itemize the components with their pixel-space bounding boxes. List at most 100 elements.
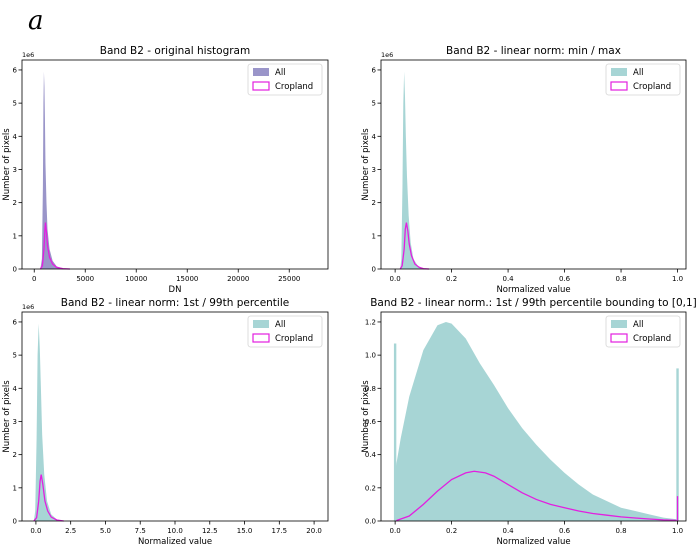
legend-label-all: All <box>633 320 644 330</box>
axes-frame <box>380 59 687 270</box>
y-multiplier: 1e6 <box>22 303 34 311</box>
series-cropland-line <box>399 222 430 270</box>
legend-label-all: All <box>275 68 286 78</box>
x-tick-label: 0.8 <box>615 275 626 283</box>
legend-swatch-all <box>253 68 269 76</box>
x-tick-label: 0.0 <box>390 275 401 283</box>
y-tick-label: 4 <box>372 133 377 141</box>
y-tick-label: 0 <box>13 518 17 526</box>
y-tick-label: 0 <box>372 266 376 274</box>
x-axis-label: DN <box>169 285 182 295</box>
legend-swatch-cropland <box>610 333 628 343</box>
y-tick-label: 1 <box>13 484 17 492</box>
legend-label-cropland: Cropland <box>275 82 313 92</box>
x-tick-label: 0.2 <box>446 527 457 535</box>
legend-swatch-cropland <box>252 333 270 343</box>
x-tick-label: 0 <box>32 275 36 283</box>
y-tick-label: 5 <box>13 100 17 108</box>
series-all-area <box>33 323 64 521</box>
y-tick-label: 1 <box>372 232 376 240</box>
x-tick-label: 12.5 <box>202 527 218 535</box>
series-cropland-line <box>33 474 64 522</box>
legend-label-cropland: Cropland <box>633 334 671 344</box>
x-tick-label: 0.4 <box>503 275 515 283</box>
y-tick-label: 6 <box>13 66 18 74</box>
y-tick-label: 0.4 <box>365 451 377 459</box>
series-all-area <box>395 321 678 521</box>
x-tick-label: 0.4 <box>503 527 515 535</box>
y-tick-label: 0.6 <box>365 418 377 426</box>
y-tick-label: 5 <box>372 100 376 108</box>
y-tick-label: 3 <box>13 166 17 174</box>
x-tick-label: 10.0 <box>167 527 183 535</box>
chart-percentile-norm: Band B2 - linear norm: 1st / 99th percen… <box>2 297 329 546</box>
y-tick-label: 3 <box>372 166 376 174</box>
x-axis-label: Normalized value <box>138 537 212 546</box>
legend-label-all: All <box>633 68 644 78</box>
x-tick-label: 20000 <box>227 275 249 283</box>
x-tick-label: 1.0 <box>672 275 683 283</box>
series-all-spike <box>676 368 679 521</box>
chart-title: Band B2 - original histogram <box>100 45 250 57</box>
x-tick-label: 1.0 <box>672 527 683 535</box>
y-tick-label: 2 <box>13 451 17 459</box>
y-tick-label: 0.8 <box>365 385 376 393</box>
chart-percentile-bounded-norm: Band B2 - linear norm.: 1st / 99th perce… <box>361 297 697 546</box>
y-tick-label: 6 <box>372 66 377 74</box>
x-tick-label: 7.5 <box>135 527 146 535</box>
series-cropland-line <box>394 470 678 522</box>
legend-label-all: All <box>275 320 286 330</box>
y-axis-label: Number of pixels <box>361 380 371 453</box>
y-tick-label: 0.0 <box>365 518 376 526</box>
x-tick-label: 0.6 <box>559 527 571 535</box>
x-tick-label: 0.0 <box>30 527 41 535</box>
y-tick-label: 4 <box>13 133 18 141</box>
x-tick-label: 17.5 <box>272 527 288 535</box>
x-tick-label: 5000 <box>76 275 94 283</box>
x-tick-label: 0.2 <box>446 275 457 283</box>
y-tick-label: 1.2 <box>365 318 376 326</box>
legend-swatch-cropland <box>252 81 270 91</box>
legend-swatch-all <box>611 68 627 76</box>
x-tick-label: 2.5 <box>65 527 76 535</box>
x-tick-label: 20.0 <box>306 527 322 535</box>
axes-frame <box>21 59 329 270</box>
legend-swatch-cropland <box>610 81 628 91</box>
chart-title: Band B2 - linear norm: min / max <box>446 45 621 57</box>
y-tick-label: 2 <box>13 199 17 207</box>
x-tick-label: 0.0 <box>390 527 401 535</box>
y-multiplier: 1e6 <box>381 51 393 59</box>
y-axis-label: Number of pixels <box>2 128 12 201</box>
series-all-area <box>400 71 430 269</box>
chart-title: Band B2 - linear norm.: 1st / 99th perce… <box>370 297 697 309</box>
series-cropland-line <box>39 222 70 270</box>
x-tick-label: 10000 <box>125 275 147 283</box>
series-all-spike <box>393 343 397 521</box>
panel-letter: a <box>28 6 44 36</box>
x-tick-label: 0.6 <box>559 275 571 283</box>
y-tick-label: 3 <box>13 418 17 426</box>
y-multiplier: 1e6 <box>22 51 34 59</box>
x-tick-label: 15000 <box>176 275 198 283</box>
chart-minmax-norm: Band B2 - linear norm: min / max 0.0 0.2 0.… <box>361 45 687 295</box>
x-axis-label: Normalized value <box>496 285 570 295</box>
y-tick-label: 1 <box>13 232 17 240</box>
x-tick-label: 0.8 <box>615 527 626 535</box>
x-tick-label: 15.0 <box>237 527 253 535</box>
legend-label-cropland: Cropland <box>275 334 313 344</box>
y-tick-label: 2 <box>372 199 376 207</box>
y-tick-label: 5 <box>13 352 17 360</box>
legend-swatch-all <box>611 320 627 328</box>
axes-frame <box>380 311 687 522</box>
chart-title: Band B2 - linear norm: 1st / 99th percen… <box>61 297 289 309</box>
x-tick-label: 5.0 <box>100 527 111 535</box>
y-axis-label: Number of pixels <box>2 380 12 453</box>
legend-swatch-all <box>253 320 269 328</box>
y-tick-label: 1.0 <box>365 352 376 360</box>
y-tick-label: 6 <box>13 318 18 326</box>
y-tick-label: 0 <box>13 266 17 274</box>
y-tick-label: 0.2 <box>365 484 376 492</box>
x-tick-label: 25000 <box>278 275 300 283</box>
